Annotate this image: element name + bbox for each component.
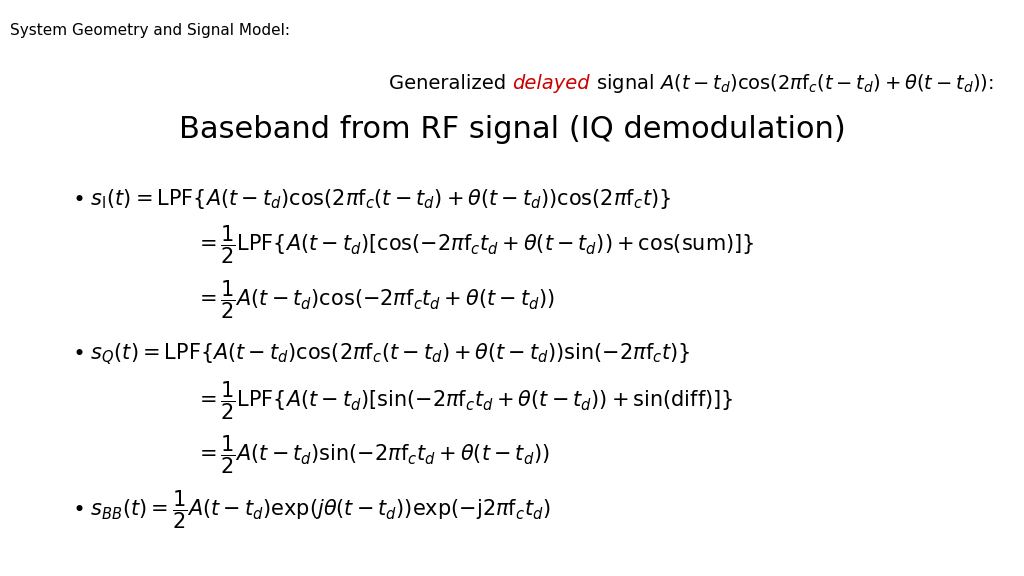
Text: delayed: delayed	[512, 74, 590, 93]
Text: $\bullet\; s_{BB}(t) = \dfrac{1}{2}A(t-t_d)\exp\!\left(j\theta(t-t_d)\right)\exp: $\bullet\; s_{BB}(t) = \dfrac{1}{2}A(t-t…	[72, 488, 550, 531]
Text: $= \dfrac{1}{2}A(t-t_d)\cos\!\left(-2\pi \mathrm{f}_c t_d+\theta(t-t_d)\right)$: $= \dfrac{1}{2}A(t-t_d)\cos\!\left(-2\pi…	[195, 278, 554, 321]
Text: Baseband from RF signal (IQ demodulation): Baseband from RF signal (IQ demodulation…	[178, 115, 846, 144]
Text: signal $A(t-t_d)\cos\!\left(2\pi \mathrm{f}_c(t-t_d)+\theta(t-t_d)\right)$:: signal $A(t-t_d)\cos\!\left(2\pi \mathrm…	[590, 72, 993, 95]
Text: $\bullet\; s_\mathrm{I}(t) = \mathrm{LPF}\{A(t-t_d)\cos\!\left(2\pi \mathrm{f}_c: $\bullet\; s_\mathrm{I}(t) = \mathrm{LPF…	[72, 187, 671, 211]
Text: $= \dfrac{1}{2}A(t-t_d)\sin\!\left(-2\pi \mathrm{f}_c t_d+\theta(t-t_d)\right)$: $= \dfrac{1}{2}A(t-t_d)\sin\!\left(-2\pi…	[195, 434, 549, 476]
Text: $= \dfrac{1}{2}\mathrm{LPF}\{A(t-t_d)\left[\sin(-2\pi \mathrm{f}_c t_d+\theta(t-: $= \dfrac{1}{2}\mathrm{LPF}\{A(t-t_d)\le…	[195, 379, 733, 422]
Text: System Geometry and Signal Model:: System Geometry and Signal Model:	[10, 23, 290, 38]
Text: $\bullet\; s_Q(t) = \mathrm{LPF}\{A(t-t_d)\cos\!\left(2\pi \mathrm{f}_c(t-t_d)+\: $\bullet\; s_Q(t) = \mathrm{LPF}\{A(t-t_…	[72, 342, 690, 367]
Text: $= \dfrac{1}{2}\mathrm{LPF}\{A(t-t_d)\left[\cos(-2\pi \mathrm{f}_c t_d+\theta(t-: $= \dfrac{1}{2}\mathrm{LPF}\{A(t-t_d)\le…	[195, 223, 754, 266]
Text: Generalized: Generalized	[389, 74, 512, 93]
